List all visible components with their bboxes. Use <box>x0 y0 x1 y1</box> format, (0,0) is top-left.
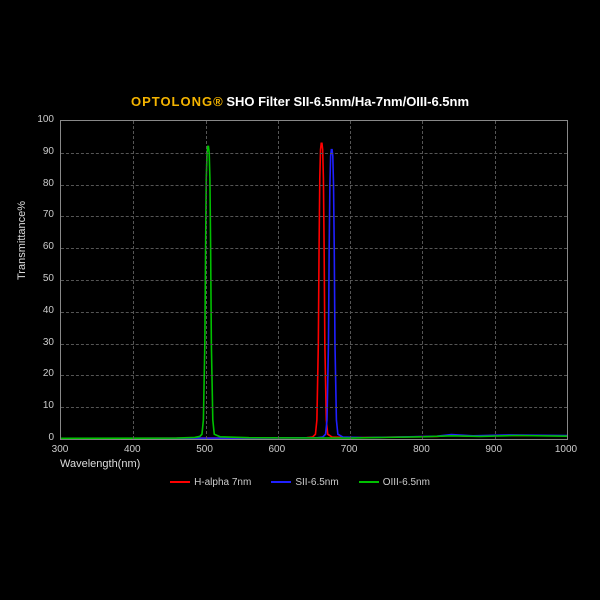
gridline-h <box>61 280 567 281</box>
gridline-h <box>61 407 567 408</box>
legend-label: OIII-6.5nm <box>383 477 430 488</box>
legend-swatch <box>271 481 291 483</box>
gridline-h <box>61 185 567 186</box>
series-line <box>61 146 567 438</box>
legend-item: OIII-6.5nm <box>359 477 430 488</box>
gridline-h <box>61 312 567 313</box>
x-tick-label: 300 <box>52 444 69 455</box>
x-tick-label: 900 <box>485 444 502 455</box>
series-line <box>61 143 567 438</box>
y-axis-label: Transmittance% <box>16 201 28 280</box>
chart-title: OPTOLONG® SHO Filter SII-6.5nm/Ha-7nm/OI… <box>0 94 600 109</box>
plot-area <box>60 120 568 440</box>
title-brand: OPTOLONG <box>131 94 213 109</box>
legend-item: H-alpha 7nm <box>170 477 251 488</box>
legend-label: SII-6.5nm <box>295 477 338 488</box>
gridline-h <box>61 216 567 217</box>
gridline-h <box>61 375 567 376</box>
x-tick-label: 800 <box>413 444 430 455</box>
legend-swatch <box>170 481 190 483</box>
series-line <box>61 150 567 439</box>
gridline-v <box>206 121 207 439</box>
gridline-h <box>61 344 567 345</box>
title-text: SHO Filter SII-6.5nm/Ha-7nm/OIII-6.5nm <box>223 94 469 109</box>
legend: H-alpha 7nm SII-6.5nm OIII-6.5nm <box>0 477 600 488</box>
legend-label: H-alpha 7nm <box>194 477 251 488</box>
gridline-h <box>61 248 567 249</box>
gridline-v <box>133 121 134 439</box>
title-registered: ® <box>213 94 223 109</box>
chart-container: OPTOLONG® SHO Filter SII-6.5nm/Ha-7nm/OI… <box>0 0 600 600</box>
x-axis-label: Wavelength(nm) <box>60 458 140 470</box>
legend-swatch <box>359 481 379 483</box>
legend-item: SII-6.5nm <box>271 477 338 488</box>
gridline-v <box>350 121 351 439</box>
x-tick-label: 600 <box>269 444 286 455</box>
gridline-v <box>495 121 496 439</box>
gridline-v <box>278 121 279 439</box>
gridline-v <box>422 121 423 439</box>
x-tick-label: 400 <box>124 444 141 455</box>
x-tick-label: 1000 <box>555 444 577 455</box>
x-tick-label: 500 <box>196 444 213 455</box>
x-tick-label: 700 <box>341 444 358 455</box>
gridline-h <box>61 153 567 154</box>
